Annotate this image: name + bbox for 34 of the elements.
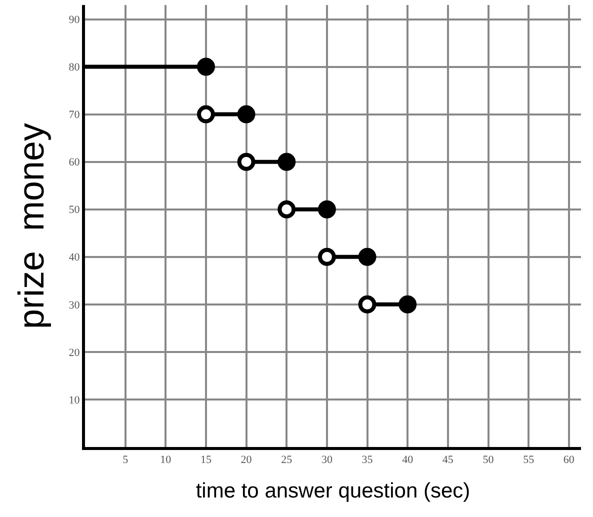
x-tick-label: 45 [442, 454, 454, 466]
x-tick-label: 20 [240, 454, 252, 466]
point [358, 295, 376, 314]
y-tick-label: 10 [68, 394, 80, 406]
point [318, 200, 336, 218]
x-tick-label: 30 [321, 454, 333, 466]
point [398, 295, 417, 314]
y-tick-label: 20 [68, 346, 80, 359]
x-tick-label: 60 [563, 454, 575, 466]
x-tick-label: 15 [200, 454, 212, 466]
y-tick-label: 30 [68, 299, 80, 312]
point [237, 152, 256, 171]
point [237, 105, 256, 124]
x-tick-label: 10 [160, 454, 172, 466]
x-tick-label: 5 [122, 454, 129, 466]
y-tick-label: 40 [68, 252, 80, 264]
y-tick-label: 80 [68, 62, 80, 74]
point [318, 248, 336, 266]
point [278, 200, 296, 218]
x-tick-label: 40 [402, 454, 414, 466]
x-tick-label: 55 [523, 454, 535, 466]
y-tick-label: 50 [68, 204, 80, 216]
y-tick-label: 90 [68, 14, 80, 26]
x-axis-title: time to answer question (sec) [196, 479, 470, 502]
x-tick-label: 35 [362, 454, 374, 466]
y-tick-label: 70 [68, 109, 80, 122]
point [358, 248, 376, 266]
x-tick-label: 25 [281, 454, 293, 466]
y-axis-title: prize money [10, 122, 52, 330]
point [278, 152, 296, 171]
point [196, 58, 215, 76]
point [196, 105, 215, 124]
x-tick-label: 50 [482, 454, 494, 466]
y-tick-label: 60 [68, 156, 80, 169]
